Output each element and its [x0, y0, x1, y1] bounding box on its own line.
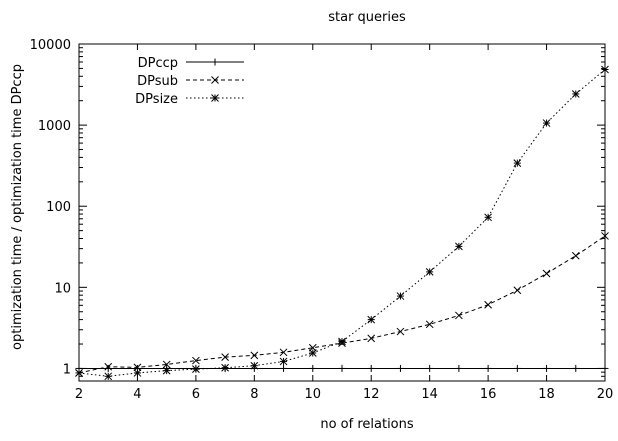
data-point-dpsub: [367, 334, 376, 343]
data-point-dpccp: [426, 364, 434, 372]
x-tick-label: 8: [250, 387, 258, 402]
x-tick-label: 20: [597, 387, 614, 402]
data-point-dpsub: [542, 269, 551, 278]
data-point-dpsub: [192, 356, 200, 365]
data-point-dpsub: [279, 348, 288, 357]
series-line-dpsub: [78, 235, 606, 374]
data-point-dpsub: [221, 353, 229, 361]
legend-label-dpsize: DPsize: [135, 92, 178, 107]
data-point-dpccp: [543, 364, 551, 372]
legend-label-dpsub: DPsub: [137, 74, 178, 89]
legend-label-dpccp: DPccp: [138, 56, 178, 71]
data-point-dpccp: [572, 364, 580, 372]
data-point-dpsize: [338, 337, 346, 346]
data-point-dpccp: [280, 364, 288, 372]
data-point-dpsub: [455, 311, 463, 320]
legend-marker-dpsub: [211, 76, 219, 84]
data-point-dpccp: [104, 364, 112, 372]
data-point-dpccp: [309, 364, 317, 372]
data-point-dpsize: [455, 242, 463, 251]
data-point-dpsub: [250, 351, 259, 360]
x-tick-label: 12: [363, 387, 380, 402]
data-point-dpsize: [484, 213, 492, 222]
data-point-dpccp: [455, 364, 463, 372]
data-point-dpsize: [221, 363, 229, 372]
legend-marker-dpccp: [211, 58, 219, 66]
data-point-dpccp: [367, 364, 375, 372]
x-tick-label: 16: [480, 387, 497, 402]
y-tick-label: 10: [54, 281, 71, 296]
data-point-dpsize: [279, 357, 288, 366]
data-point-dpsize: [367, 315, 376, 324]
data-point-dpsize: [601, 65, 609, 74]
data-point-dpsub: [601, 232, 609, 240]
x-tick-label: 6: [192, 387, 200, 402]
x-tick-label: 14: [421, 387, 438, 402]
data-point-dpsub: [571, 251, 580, 260]
data-point-dpsize: [104, 372, 113, 381]
data-point-dpsize: [396, 292, 405, 300]
data-point-dpsub: [133, 363, 142, 372]
plot-frame: [78, 43, 606, 382]
data-point-dpsize: [192, 365, 200, 374]
x-tick-label: 18: [538, 387, 555, 402]
y-tick-label: 10000: [30, 38, 71, 53]
data-point-dpsize: [571, 90, 580, 98]
y-tick-label: 1000: [38, 119, 71, 134]
data-point-dpsize: [513, 159, 522, 167]
plot-area: 2 4 6 8 10 12 14 16 18 20 1 10 100 1000 10000: [30, 38, 614, 402]
series-line-dpsize: [78, 69, 606, 377]
x-tick-label: 4: [133, 387, 141, 402]
data-point-dpsub: [104, 362, 113, 371]
y-axis-title: optimization time / optimization time DP…: [10, 64, 25, 350]
data-point-dpsize: [425, 268, 434, 276]
x-tick-label: 2: [75, 387, 83, 402]
data-point-dpsize: [75, 369, 83, 377]
data-point-dpsub: [425, 320, 434, 329]
chart-title: star queries: [328, 10, 406, 25]
data-point-dpccp: [601, 364, 609, 372]
data-point-dpsize: [542, 119, 551, 127]
legend-marker-dpsize: [211, 94, 219, 102]
data-point-dpsub: [162, 360, 171, 369]
x-axis-title: no of relations: [320, 417, 414, 432]
data-point-dpsize: [308, 349, 317, 357]
x-tick-label: 10: [305, 387, 322, 402]
data-point-dpsize: [162, 366, 171, 375]
data-point-dpccp: [396, 364, 404, 372]
y-tick-label: 100: [46, 200, 71, 215]
data-point-dpsize: [250, 361, 259, 370]
data-point-dpsize: [133, 369, 142, 377]
data-point-dpsub: [484, 300, 492, 309]
data-point-dpccp: [513, 364, 521, 372]
data-point-dpsub: [513, 286, 522, 295]
data-point-dpccp: [484, 364, 492, 372]
y-tick-label: 1: [63, 362, 71, 377]
data-point-dpccp: [338, 364, 346, 372]
legend: DPccp DPsub DPsize: [135, 56, 244, 107]
data-point-dpsub: [396, 327, 405, 336]
